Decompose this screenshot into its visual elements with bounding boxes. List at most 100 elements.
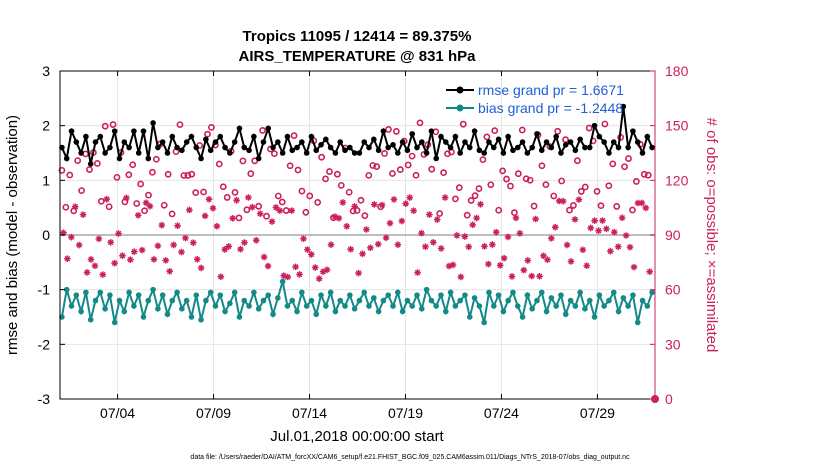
rmse-point xyxy=(620,103,627,110)
possible-obs-marker xyxy=(270,150,278,158)
bias-point xyxy=(534,297,540,304)
y-tick-label: 2 xyxy=(42,118,50,134)
possible-obs-marker xyxy=(306,192,314,200)
assimilated-obs-marker xyxy=(469,221,476,229)
possible-obs-marker xyxy=(223,194,231,201)
rmse-point xyxy=(323,136,329,143)
rmse-point xyxy=(164,150,171,156)
assimilated-obs-marker xyxy=(524,257,532,264)
possible-obs-marker xyxy=(326,168,333,175)
possible-obs-marker xyxy=(625,155,632,162)
assimilated-obs-marker xyxy=(642,204,650,212)
possible-obs-marker xyxy=(164,170,172,178)
rmse-point xyxy=(217,133,224,140)
bias-point xyxy=(111,319,118,326)
possible-obs-marker xyxy=(644,171,652,179)
possible-obs-marker xyxy=(243,206,251,214)
assimilated-obs-marker xyxy=(599,217,606,224)
possible-obs-marker xyxy=(463,211,471,219)
assimilated-obs-marker xyxy=(528,272,535,280)
assimilated-obs-marker xyxy=(296,271,303,278)
possible-obs-marker xyxy=(392,128,400,135)
assimilated-obs-marker xyxy=(91,262,99,270)
assimilated-obs-marker xyxy=(512,214,520,222)
rmse-point xyxy=(198,155,204,162)
rmse-point xyxy=(404,147,411,154)
assimilated-obs-marker xyxy=(622,232,630,239)
bias-point xyxy=(270,311,276,318)
assimilated-obs-marker xyxy=(579,246,587,254)
possible-obs-marker xyxy=(440,169,447,177)
assimilated-obs-marker xyxy=(288,207,295,214)
legend-rmse-label: rmse grand pr = 1.6671 xyxy=(478,82,624,98)
assimilated-obs-marker xyxy=(229,214,236,222)
possible-obs-marker xyxy=(298,187,306,195)
rmse-point xyxy=(462,139,468,145)
assimilated-obs-marker xyxy=(83,269,91,276)
bias-point xyxy=(524,292,531,298)
bias-point xyxy=(529,306,535,312)
rmse-point xyxy=(63,155,70,162)
rmse-point xyxy=(514,144,521,151)
possible-obs-marker xyxy=(530,202,538,210)
possible-obs-marker xyxy=(294,166,302,174)
rmse-point xyxy=(548,144,555,151)
rmse-point xyxy=(231,139,238,145)
possible-obs-marker xyxy=(514,170,522,178)
rmse-point xyxy=(121,139,128,145)
rmse-point xyxy=(510,147,516,154)
rmse-point xyxy=(351,150,358,156)
assimilated-obs-marker xyxy=(158,221,166,229)
rmse-point xyxy=(356,150,363,156)
rmse-point xyxy=(135,150,142,156)
possible-obs-marker xyxy=(145,191,152,199)
bias-point xyxy=(462,292,468,298)
rmse-point xyxy=(366,144,372,151)
possible-obs-marker xyxy=(542,181,550,189)
possible-obs-marker xyxy=(274,192,282,200)
assimilated-obs-marker xyxy=(123,194,130,202)
assimilated-obs-marker xyxy=(504,233,512,241)
bias-point xyxy=(490,303,497,309)
assimilated-obs-marker xyxy=(611,228,618,236)
rmse-point xyxy=(111,128,118,134)
assimilated-obs-marker xyxy=(591,217,598,224)
rmse-point xyxy=(428,128,435,134)
bias-point xyxy=(227,300,233,307)
assimilated-obs-marker xyxy=(398,217,406,225)
bias-point xyxy=(327,289,334,296)
assimilated-obs-marker xyxy=(331,213,339,221)
assimilated-obs-marker xyxy=(103,195,111,203)
possible-obs-marker xyxy=(239,157,247,165)
rmse-point xyxy=(145,155,152,162)
bias-point xyxy=(169,297,176,304)
assimilated-obs-marker xyxy=(60,229,67,237)
bias-point xyxy=(649,289,655,296)
rmse-point xyxy=(78,150,84,156)
assimilated-obs-marker xyxy=(264,262,272,270)
assimilated-obs-marker xyxy=(390,196,398,203)
assimilated-obs-marker xyxy=(363,226,370,233)
bias-point xyxy=(207,289,214,296)
possible-obs-marker xyxy=(585,124,593,132)
y-axis-label: rmse and bias (model - observation) xyxy=(4,115,21,355)
possible-obs-marker xyxy=(459,120,467,128)
assimilated-obs-marker xyxy=(634,199,642,207)
bias-point xyxy=(495,292,502,298)
possible-obs-marker xyxy=(333,170,341,178)
bias-point xyxy=(59,314,65,320)
bias-point xyxy=(481,319,487,326)
assimilated-obs-marker xyxy=(382,234,390,242)
assimilated-obs-marker xyxy=(339,199,347,206)
bias-point xyxy=(380,297,387,304)
rmse-point xyxy=(222,144,228,151)
rmse-point xyxy=(601,139,607,145)
bias-series xyxy=(59,278,655,326)
rmse-point xyxy=(481,150,487,156)
assimilated-obs-marker xyxy=(205,196,213,203)
rmse-point xyxy=(577,136,583,143)
possible-obs-marker xyxy=(168,210,176,218)
bias-point xyxy=(289,297,296,304)
possible-obs-marker xyxy=(149,168,156,176)
bias-point xyxy=(423,286,430,293)
